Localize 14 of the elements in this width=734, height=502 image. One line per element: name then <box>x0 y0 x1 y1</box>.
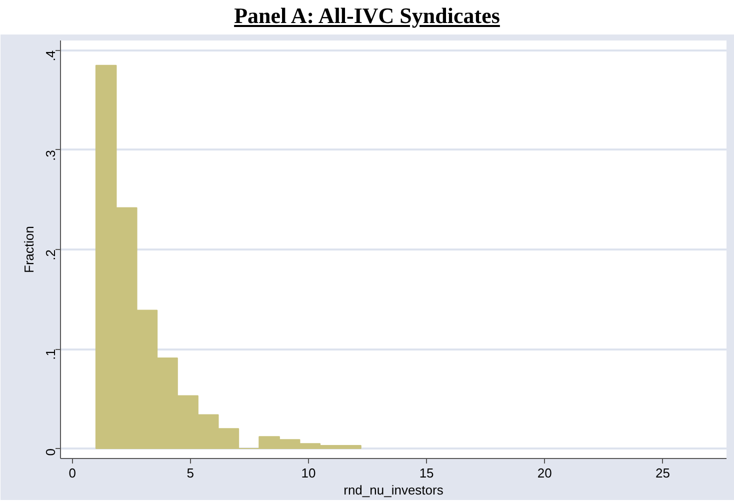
x-tick-label: 25 <box>656 466 670 480</box>
y-axis-title: Fraction <box>22 226 36 273</box>
y-tick-label: .4 <box>43 50 58 62</box>
y-tick-label: .2 <box>43 250 58 260</box>
x-tick-label: 5 <box>186 466 194 480</box>
x-axis-title: rnd_nu_investors <box>344 482 444 498</box>
x-tick-label: 15 <box>419 466 434 480</box>
x-tick-label: 10 <box>301 466 316 480</box>
chart-title: Panel A: All-IVC Syndicates <box>233 2 501 30</box>
x-tick-label: 0 <box>68 466 76 480</box>
x-tick-label: 20 <box>537 466 552 480</box>
y-tick-label: .1 <box>43 349 58 360</box>
y-tick-label: .3 <box>43 150 58 161</box>
y-tick-label: 0 <box>43 448 58 456</box>
